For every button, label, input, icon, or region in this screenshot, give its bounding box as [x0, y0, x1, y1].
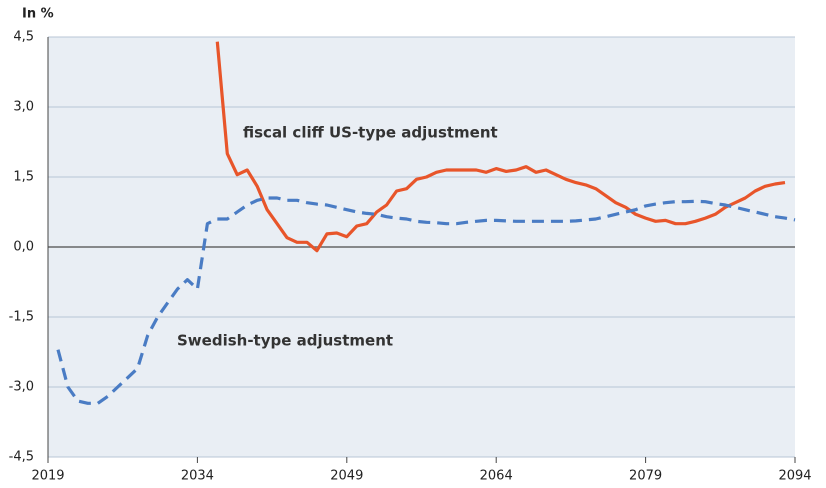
series-line: [56, 196, 796, 405]
y-tick-label: -1,5: [9, 310, 34, 325]
y-tick-label: -4,5: [9, 450, 34, 465]
x-tick-label: 2094: [778, 469, 811, 484]
y-tick-label: -3,0: [9, 380, 34, 395]
x-tick-label: 2049: [330, 469, 363, 484]
x-tick-label: 2064: [480, 469, 513, 484]
series-annotation: fiscal cliff US-type adjustment: [243, 124, 498, 142]
x-tick-label: 2079: [629, 469, 662, 484]
y-tick-label: 0,0: [13, 240, 34, 255]
x-tick-label: 2019: [31, 469, 64, 484]
series-annotation: Swedish-type adjustment: [177, 332, 393, 350]
y-tick-label: 4,5: [13, 30, 34, 45]
y-tick-label: 1,5: [13, 170, 34, 185]
x-tick-label: 2034: [181, 469, 214, 484]
series-line: [215, 41, 786, 253]
y-tick-label: 3,0: [13, 100, 34, 115]
y-axis-label: In %: [22, 7, 54, 22]
